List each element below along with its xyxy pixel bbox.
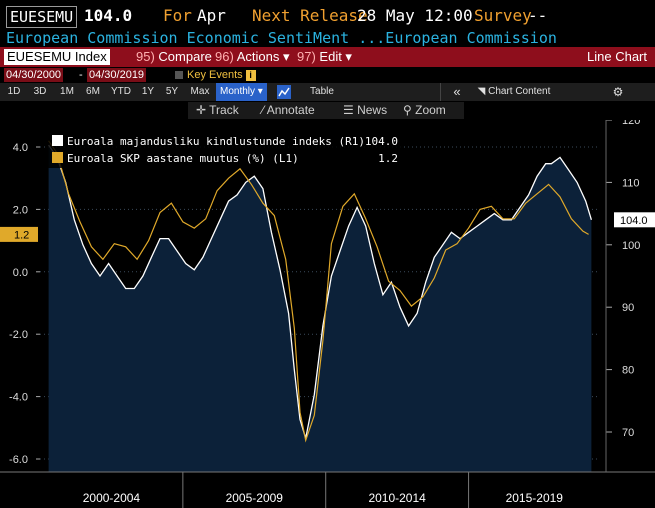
next-release-date: 28 May 12:00	[357, 6, 473, 25]
news-tool[interactable]: ☰ News	[343, 101, 387, 120]
frequency-dropdown[interactable]: Monthly ▾	[216, 83, 267, 101]
chart-tools: ✛ Track ⁄ Annotate ☰ News ⚲ Zoom	[0, 101, 655, 120]
security-header: EUESEMU 104.0 For Apr Next Release 28 Ma…	[0, 0, 655, 30]
key-events-label: Key Events	[187, 69, 243, 81]
track-label: Track	[209, 103, 239, 117]
track-tool[interactable]: ✛ Track	[196, 101, 239, 120]
right-tick-label: 90	[622, 302, 634, 314]
start-date-field[interactable]: 04/30/2000	[4, 68, 64, 82]
period-3d[interactable]: 3D	[33, 86, 47, 97]
right-last-value-tag: 104.0	[614, 212, 655, 228]
actions-num: 96)	[215, 49, 234, 64]
last-value: 104.0	[84, 6, 133, 25]
description-row: European Commission Economic SentiMent .…	[0, 29, 655, 47]
right-tick-label: 100	[622, 240, 640, 252]
period-1d[interactable]: 1D	[7, 86, 21, 97]
news-label: News	[357, 103, 388, 117]
sentiment-line	[48, 144, 593, 439]
survey-value: --	[528, 6, 548, 25]
x-category-label: 2005-2009	[226, 491, 284, 505]
left-tick-label: -2.0	[9, 329, 28, 341]
toolbar-divider	[440, 83, 441, 101]
survey-label: Survey	[474, 6, 532, 25]
checkbox-icon[interactable]	[175, 71, 183, 80]
right-tick-label: 120	[622, 120, 640, 127]
actions-menu[interactable]: 96) Actions ▾	[215, 49, 289, 65]
legend-label-gdp: Euroala SKP aastane muutus (%) (L1)	[67, 152, 299, 165]
actions-label: Actions ▾	[236, 49, 290, 64]
compare-label: Compare	[158, 49, 212, 64]
date-range-row: 04/30/2000 - 04/30/2019 Key Events i	[0, 67, 655, 83]
gear-icon[interactable]: ⚙	[612, 85, 624, 99]
left-tick-label: 4.0	[13, 142, 28, 154]
chart-type-label[interactable]: Line Chart	[587, 49, 647, 64]
legend-box	[46, 130, 404, 168]
line-chart[interactable]: 4.0 2.0 0.0 -2.0 -4.0 -6.0 120 110 100 90 80 70 20…	[0, 120, 655, 508]
menu-bar: EUESEMU Index 95) Compare 96) Actions ▾ …	[0, 47, 655, 67]
legend-swatch-gdp	[52, 152, 63, 163]
security-description: European Commission Economic SentiMent .…	[6, 29, 557, 47]
legend-value-gdp: 1.2	[378, 152, 398, 165]
ticker-box[interactable]: EUESEMU	[6, 6, 78, 28]
left-tick-label: -6.0	[9, 454, 28, 466]
chart-tools-background	[188, 102, 464, 119]
chart-content-button[interactable]: ◥ Chart Content	[474, 83, 554, 101]
period-6m[interactable]: 6M	[86, 86, 100, 97]
crosshair-icon: ✛	[196, 103, 210, 117]
zoom-label: Zoom	[415, 103, 446, 117]
magnifier-icon: ⚲	[403, 103, 416, 117]
legend-label-sentiment: Euroala majandusliku kindlustunde indeks…	[67, 135, 365, 148]
left-tick-label: 0.0	[13, 267, 28, 279]
left-tick-label: -4.0	[9, 392, 28, 404]
x-category-label: 2000-2004	[83, 491, 141, 505]
for-label: For	[163, 6, 192, 25]
edit-label: Edit ▾	[319, 49, 352, 64]
compare-num: 95)	[136, 49, 155, 64]
info-icon[interactable]: i	[245, 69, 256, 81]
right-tick-label: 110	[622, 177, 640, 189]
right-tick-label: 80	[622, 365, 634, 377]
end-date-field[interactable]: 04/30/2019	[87, 68, 147, 82]
sentiment-area	[48, 145, 592, 472]
legend-swatch-sentiment	[52, 135, 63, 146]
left-tick-label: 2.0	[13, 204, 28, 216]
period-1m[interactable]: 1M	[60, 86, 74, 97]
x-axis: 2000-2004 2005-2009 2010-2014 2015-2019	[83, 491, 564, 505]
x-category-label: 2015-2019	[506, 491, 564, 505]
right-axis: 120 110 100 90 80 70	[605, 120, 640, 472]
legend-value-sentiment: 104.0	[365, 135, 398, 148]
annotate-label: Annotate	[266, 103, 315, 117]
collapse-icon[interactable]: «	[453, 84, 461, 99]
annotate-tool[interactable]: ⁄ Annotate	[262, 101, 315, 120]
compare-menu[interactable]: 95) Compare	[136, 49, 212, 65]
period-ytd[interactable]: YTD	[111, 86, 131, 97]
table-button[interactable]: Table	[310, 86, 334, 97]
edit-num: 97)	[297, 49, 316, 64]
period-5y[interactable]: 5Y	[165, 86, 179, 97]
zoom-tool[interactable]: ⚲ Zoom	[403, 101, 446, 120]
left-axis: 4.0 2.0 0.0 -2.0 -4.0 -6.0	[9, 142, 40, 466]
svg-text:104.0: 104.0	[620, 215, 648, 227]
chart-content-label: Chart Content	[488, 86, 551, 97]
pencil-icon: ⁄	[262, 103, 267, 117]
svg-text:1.2: 1.2	[14, 229, 29, 241]
x-axis-separators	[0, 471, 655, 508]
left-last-value-tag: 1.2	[0, 226, 38, 242]
right-tick-label: 70	[622, 427, 634, 439]
news-icon: ☰	[343, 103, 358, 117]
index-field[interactable]: EUESEMU Index	[4, 49, 110, 65]
next-release-label: Next Release	[252, 6, 368, 25]
line-chart-icon[interactable]	[277, 85, 291, 99]
line-chart-icon-glyph	[278, 87, 290, 97]
edit-menu[interactable]: 97) Edit ▾	[297, 49, 352, 65]
period-max[interactable]: Max	[190, 86, 210, 97]
toolbar: 1D 3D 1M 6M YTD 1Y 5Y Max Monthly ▾ Tabl…	[0, 83, 655, 101]
x-category-label: 2010-2014	[368, 491, 426, 505]
gdp-growth-line	[48, 140, 589, 443]
for-period: Apr	[197, 6, 226, 25]
period-1y[interactable]: 1Y	[141, 86, 155, 97]
chart-content-icon: ◥	[477, 86, 489, 97]
date-dash: -	[79, 69, 83, 81]
key-events-toggle[interactable]: Key Events i	[175, 68, 256, 82]
